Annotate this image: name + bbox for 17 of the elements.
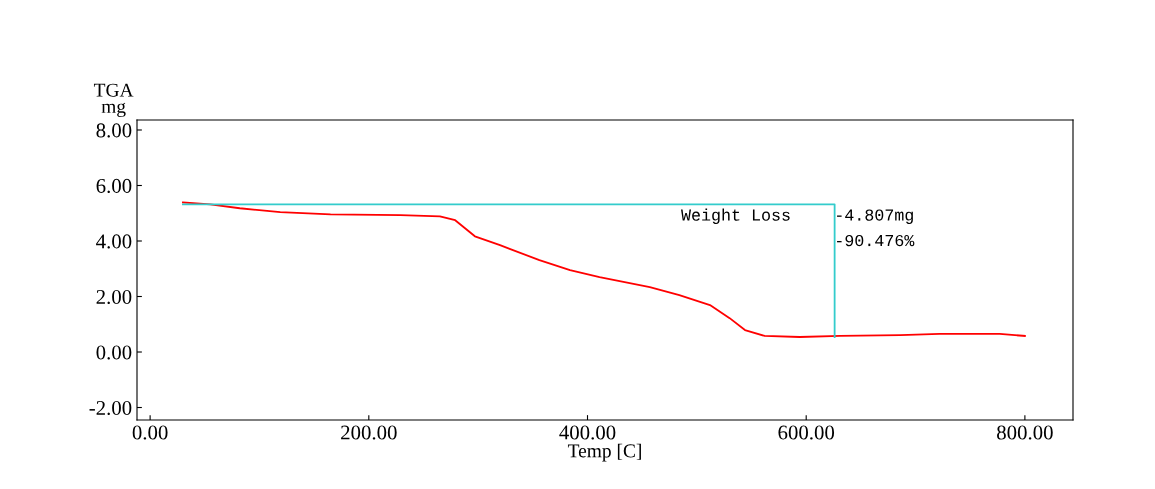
x-tick-label: 800.00 [997, 425, 1053, 440]
annotation: -90.476% [837, 234, 915, 247]
x-tick-label: 400.00 [559, 425, 616, 440]
x-tick-label: 200.00 [341, 425, 397, 440]
y-axis-title: TGA mg [93, 83, 134, 117]
y-tick-label: 4.00 [96, 234, 132, 249]
line-series [182, 201, 1026, 338]
annotation: Weight Loss [681, 208, 790, 225]
annotation: -4.807mg [837, 209, 913, 225]
y-tick-label: 0.00 [96, 345, 132, 360]
x-tick-label: 0.00 [132, 425, 168, 440]
x-axis-title: Temp [C] [567, 443, 641, 462]
y-tick-label: 2.00 [96, 289, 132, 305]
y-tick-label: 6.00 [96, 178, 132, 194]
y-tick-label: 8.00 [96, 123, 132, 138]
x-tick-label: 600.00 [778, 425, 835, 440]
y-tick-label: -2.00 [89, 400, 132, 416]
